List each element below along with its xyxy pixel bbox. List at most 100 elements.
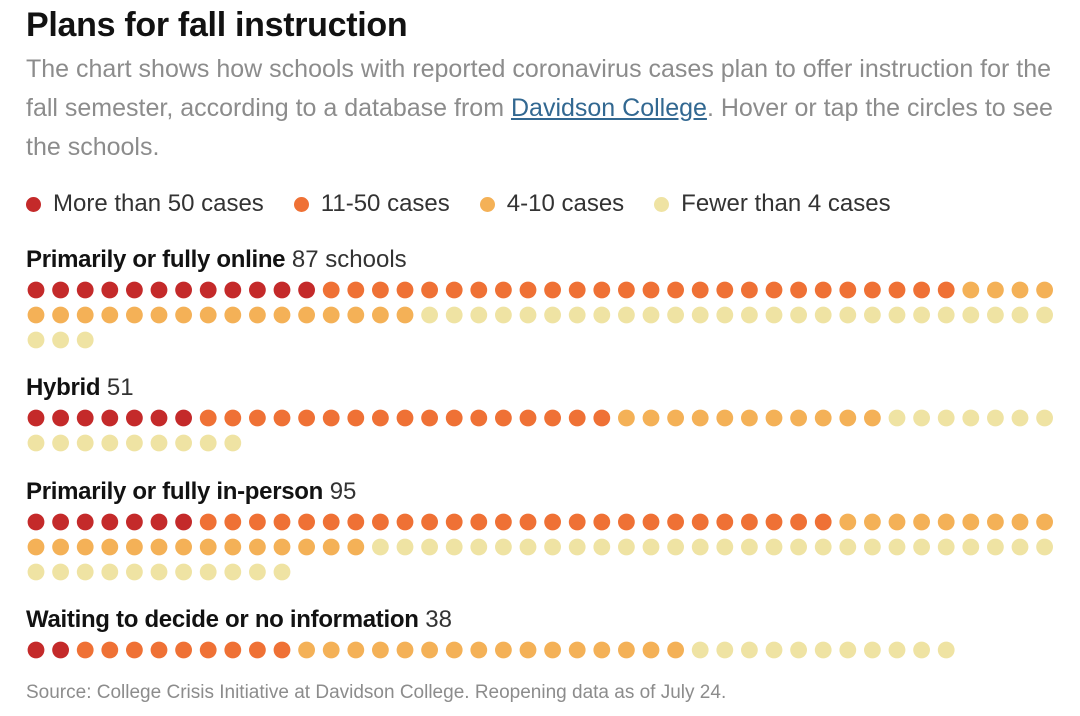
dot-11-50[interactable] <box>593 513 611 531</box>
dot-fewer-than-4[interactable] <box>1036 538 1053 556</box>
dot-4-10[interactable] <box>445 641 463 659</box>
dot-fewer-than-4[interactable] <box>937 409 955 427</box>
dot-fewer-than-4[interactable] <box>175 434 193 452</box>
dot-11-50[interactable] <box>470 513 488 531</box>
dot-4-10[interactable] <box>913 513 930 531</box>
dot-fewer-than-4[interactable] <box>741 538 758 556</box>
dot-11-50[interactable] <box>421 281 438 299</box>
dot-fewer-than-4[interactable] <box>864 538 881 556</box>
dot-fewer-than-4[interactable] <box>396 538 414 556</box>
dot-fewer-than-4[interactable] <box>150 434 168 452</box>
dot-4-10[interactable] <box>544 641 561 659</box>
dot-fewer-than-4[interactable] <box>224 563 242 581</box>
dot-fewer-than-4[interactable] <box>741 641 758 659</box>
dot-fewer-than-4[interactable] <box>519 306 537 324</box>
dot-11-50[interactable] <box>839 281 857 299</box>
dot-4-10[interactable] <box>175 306 193 324</box>
dot-4-10[interactable] <box>962 513 980 531</box>
dot-11-50[interactable] <box>544 409 561 427</box>
dot-4-10[interactable] <box>273 306 291 324</box>
dot-fewer-than-4[interactable] <box>27 563 45 581</box>
dot-more-than-50[interactable] <box>76 281 94 299</box>
dot-fewer-than-4[interactable] <box>372 538 389 556</box>
dot-11-50[interactable] <box>322 409 340 427</box>
dot-4-10[interactable] <box>249 538 266 556</box>
dot-more-than-50[interactable] <box>125 281 143 299</box>
dot-fewer-than-4[interactable] <box>470 306 488 324</box>
dot-fewer-than-4[interactable] <box>568 306 586 324</box>
dot-4-10[interactable] <box>347 641 365 659</box>
dot-11-50[interactable] <box>470 281 488 299</box>
dot-fewer-than-4[interactable] <box>667 306 684 324</box>
dot-4-10[interactable] <box>27 538 45 556</box>
dot-4-10[interactable] <box>52 538 69 556</box>
dot-fewer-than-4[interactable] <box>888 409 906 427</box>
dot-fewer-than-4[interactable] <box>519 538 537 556</box>
dot-4-10[interactable] <box>396 641 414 659</box>
dot-11-50[interactable] <box>716 513 734 531</box>
dot-fewer-than-4[interactable] <box>642 306 660 324</box>
dot-more-than-50[interactable] <box>150 409 168 427</box>
dot-fewer-than-4[interactable] <box>765 538 783 556</box>
dot-11-50[interactable] <box>790 281 807 299</box>
dot-fewer-than-4[interactable] <box>962 306 980 324</box>
dot-fewer-than-4[interactable] <box>249 563 266 581</box>
dot-fewer-than-4[interactable] <box>76 434 94 452</box>
dot-more-than-50[interactable] <box>224 281 242 299</box>
dot-11-50[interactable] <box>790 513 807 531</box>
dot-fewer-than-4[interactable] <box>1011 306 1029 324</box>
dot-11-50[interactable] <box>224 409 242 427</box>
dot-more-than-50[interactable] <box>76 409 94 427</box>
dot-11-50[interactable] <box>593 281 611 299</box>
dot-4-10[interactable] <box>199 306 217 324</box>
dot-4-10[interactable] <box>839 513 857 531</box>
dot-11-50[interactable] <box>249 641 266 659</box>
dot-more-than-50[interactable] <box>52 641 69 659</box>
dot-4-10[interactable] <box>1036 281 1053 299</box>
dot-11-50[interactable] <box>273 641 291 659</box>
dot-11-50[interactable] <box>125 641 143 659</box>
dot-11-50[interactable] <box>618 513 635 531</box>
dot-fewer-than-4[interactable] <box>962 409 980 427</box>
dot-11-50[interactable] <box>396 409 414 427</box>
dot-4-10[interactable] <box>150 306 168 324</box>
dot-4-10[interactable] <box>568 641 586 659</box>
dot-fewer-than-4[interactable] <box>175 563 193 581</box>
dot-4-10[interactable] <box>372 641 389 659</box>
dot-11-50[interactable] <box>691 513 709 531</box>
dot-fewer-than-4[interactable] <box>593 538 611 556</box>
dot-11-50[interactable] <box>495 409 512 427</box>
dot-11-50[interactable] <box>396 513 414 531</box>
dot-11-50[interactable] <box>716 281 734 299</box>
dot-fewer-than-4[interactable] <box>495 306 512 324</box>
dot-11-50[interactable] <box>888 281 906 299</box>
dot-more-than-50[interactable] <box>52 281 69 299</box>
dot-more-than-50[interactable] <box>52 409 69 427</box>
dot-fewer-than-4[interactable] <box>642 538 660 556</box>
dot-11-50[interactable] <box>741 281 758 299</box>
dot-fewer-than-4[interactable] <box>790 538 807 556</box>
dot-4-10[interactable] <box>888 513 906 531</box>
dot-more-than-50[interactable] <box>298 281 315 299</box>
dot-11-50[interactable] <box>445 513 463 531</box>
dot-4-10[interactable] <box>642 409 660 427</box>
dot-fewer-than-4[interactable] <box>716 641 734 659</box>
dot-fewer-than-4[interactable] <box>445 306 463 324</box>
dot-fewer-than-4[interactable] <box>937 538 955 556</box>
dot-11-50[interactable] <box>544 281 561 299</box>
dot-11-50[interactable] <box>913 281 930 299</box>
dot-11-50[interactable] <box>691 281 709 299</box>
dot-fewer-than-4[interactable] <box>27 434 45 452</box>
dot-4-10[interactable] <box>322 306 340 324</box>
dot-fewer-than-4[interactable] <box>814 538 832 556</box>
dot-fewer-than-4[interactable] <box>814 306 832 324</box>
dot-fewer-than-4[interactable] <box>790 641 807 659</box>
dot-4-10[interactable] <box>667 409 684 427</box>
dot-more-than-50[interactable] <box>76 513 94 531</box>
dot-4-10[interactable] <box>667 641 684 659</box>
dot-fewer-than-4[interactable] <box>52 434 69 452</box>
dot-more-than-50[interactable] <box>27 513 45 531</box>
dot-11-50[interactable] <box>864 281 881 299</box>
dot-fewer-than-4[interactable] <box>593 306 611 324</box>
dot-4-10[interactable] <box>864 513 881 531</box>
